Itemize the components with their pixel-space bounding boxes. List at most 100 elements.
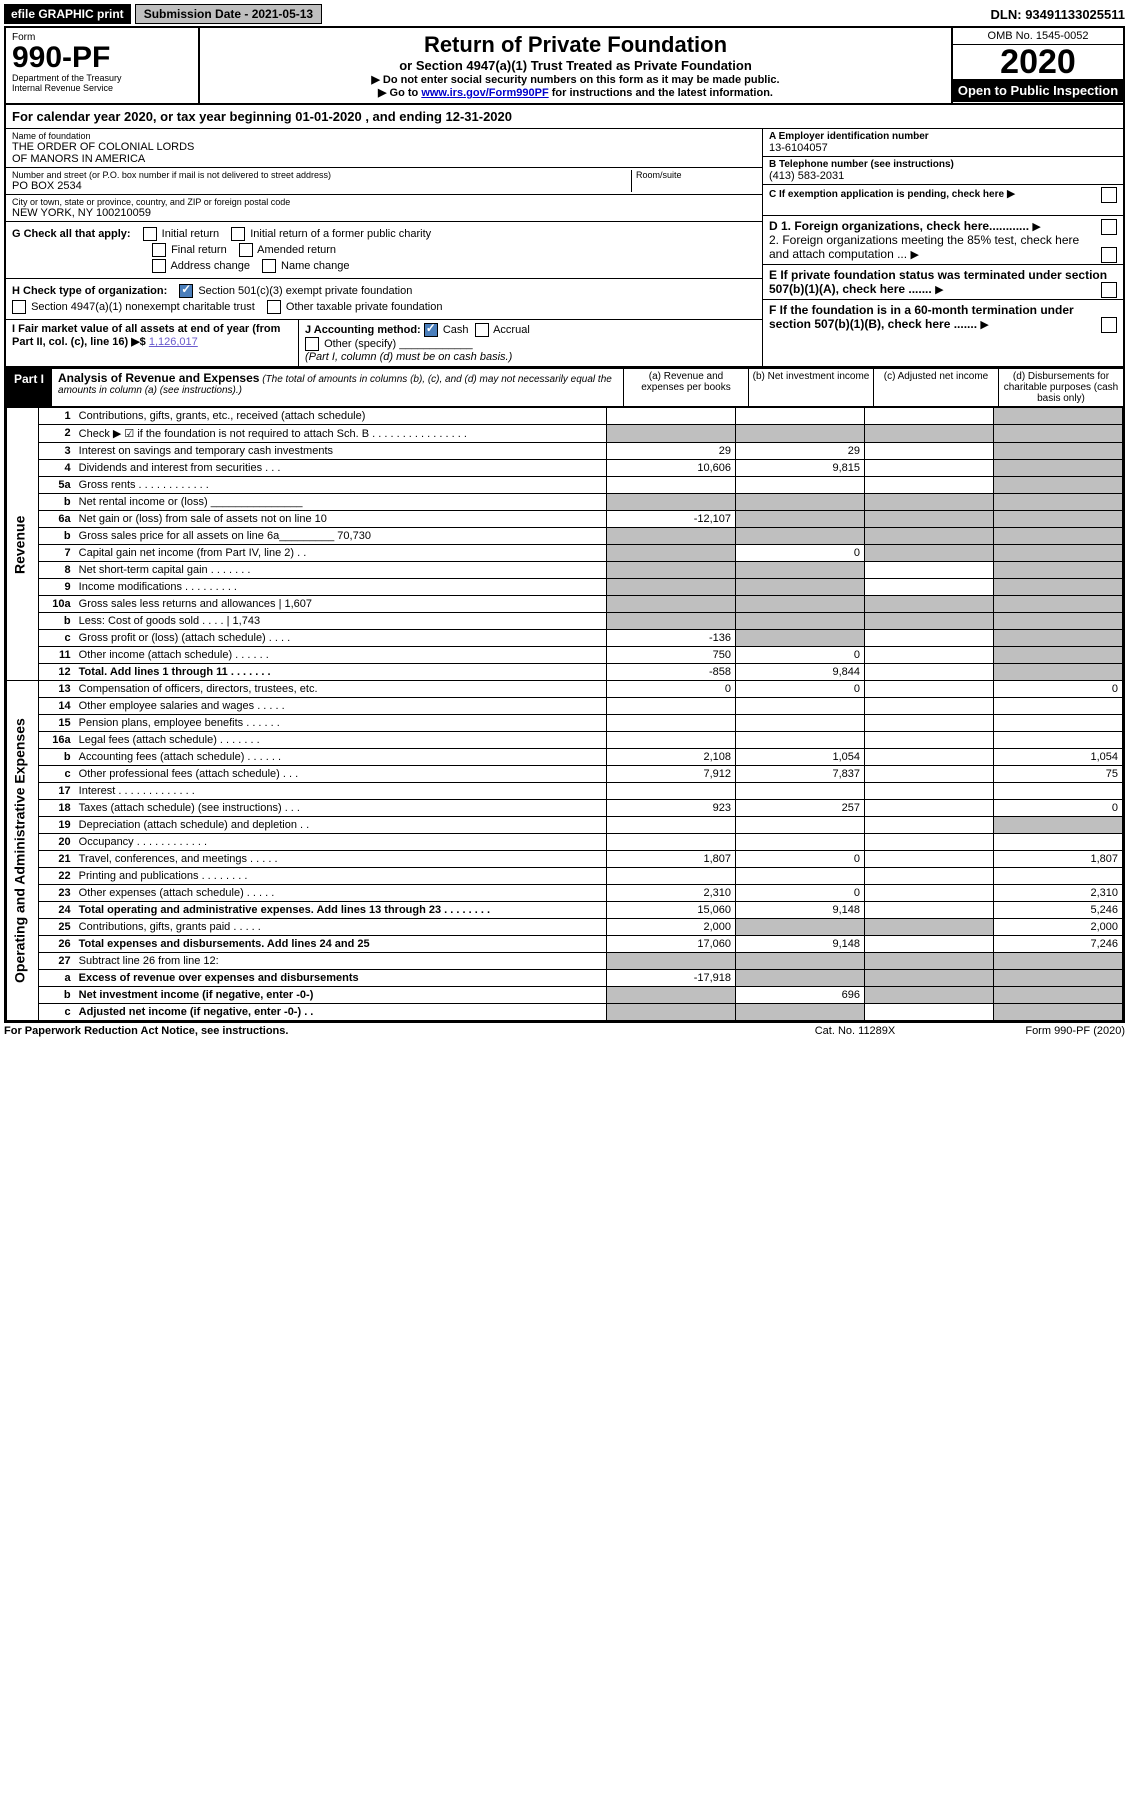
table-cell [865, 834, 994, 851]
ein-label: A Employer identification number [769, 131, 1117, 142]
cash-checkbox[interactable] [424, 323, 438, 337]
table-cell [994, 545, 1123, 562]
table-cell [607, 579, 736, 596]
line-description: Gross sales less returns and allowances … [75, 596, 607, 613]
line-description: Excess of revenue over expenses and disb… [75, 970, 607, 987]
line-description: Contributions, gifts, grants, etc., rece… [75, 408, 607, 425]
table-cell [607, 868, 736, 885]
table-cell [994, 783, 1123, 800]
line-description: Taxes (attach schedule) (see instruction… [75, 800, 607, 817]
fmv-value: 1,126,017 [149, 336, 198, 348]
line-number: b [38, 494, 75, 511]
phone-value: (413) 583-2031 [769, 170, 1117, 182]
form-year-block: OMB No. 1545-0052 2020 Open to Public In… [951, 28, 1123, 103]
table-cell: 9,148 [736, 936, 865, 953]
501c3-checkbox[interactable] [179, 284, 193, 298]
dept-label-1: Department of the Treasury [12, 73, 192, 83]
address-label: Number and street (or P.O. box number if… [12, 170, 631, 180]
open-public-label: Open to Public Inspection [953, 79, 1123, 102]
foundation-name-label: Name of foundation [12, 131, 756, 141]
line-description: Subtract line 26 from line 12: [75, 953, 607, 970]
line-number: 5a [38, 477, 75, 494]
table-cell [865, 953, 994, 970]
footer-paperwork: For Paperwork Reduction Act Notice, see … [4, 1025, 765, 1037]
efile-graphic-btn[interactable]: efile GRAPHIC print [4, 4, 131, 24]
initial-former-checkbox[interactable] [231, 227, 245, 241]
table-cell [865, 613, 994, 630]
table-cell: 7,246 [994, 936, 1123, 953]
line-description: Less: Cost of goods sold . . . . | 1,743 [75, 613, 607, 630]
table-cell [994, 630, 1123, 647]
table-cell [865, 749, 994, 766]
table-cell: 2,108 [607, 749, 736, 766]
d2-checkbox[interactable] [1101, 247, 1117, 263]
line-number: 25 [38, 919, 75, 936]
table-cell [994, 477, 1123, 494]
city-value: NEW YORK, NY 100210059 [12, 207, 756, 219]
line-number: 18 [38, 800, 75, 817]
table-cell: 1,807 [994, 851, 1123, 868]
table-cell [994, 732, 1123, 749]
c-checkbox[interactable] [1101, 187, 1117, 203]
table-cell [994, 443, 1123, 460]
table-cell [607, 425, 736, 443]
table-cell [736, 494, 865, 511]
line-description: Check ▶ ☑ if the foundation is not requi… [75, 425, 607, 443]
line-description: Contributions, gifts, grants paid . . . … [75, 919, 607, 936]
other-taxable-checkbox[interactable] [267, 300, 281, 314]
line-description: Other income (attach schedule) . . . . .… [75, 647, 607, 664]
table-cell [607, 783, 736, 800]
table-cell [994, 817, 1123, 834]
table-cell [865, 902, 994, 919]
table-cell [736, 630, 865, 647]
c-label: C If exemption application is pending, c… [769, 189, 1004, 200]
line-description: Other employee salaries and wages . . . … [75, 698, 607, 715]
f-checkbox[interactable] [1101, 317, 1117, 333]
footer-form: Form 990-PF (2020) [945, 1025, 1125, 1037]
irs-link[interactable]: www.irs.gov/Form990PF [421, 87, 548, 99]
form-id-block: Form 990-PF Department of the Treasury I… [6, 28, 200, 103]
table-cell [736, 511, 865, 528]
table-cell [607, 477, 736, 494]
table-cell: 923 [607, 800, 736, 817]
other-method-checkbox[interactable] [305, 337, 319, 351]
line-description: Total operating and administrative expen… [75, 902, 607, 919]
accrual-checkbox[interactable] [475, 323, 489, 337]
line-description: Legal fees (attach schedule) . . . . . .… [75, 732, 607, 749]
line-number: 10a [38, 596, 75, 613]
phone-label: B Telephone number (see instructions) [769, 159, 1117, 170]
line-number: b [38, 528, 75, 545]
table-cell [607, 698, 736, 715]
table-cell [865, 460, 994, 477]
line-number: 16a [38, 732, 75, 749]
form-note-1: ▶ Do not enter social security numbers o… [206, 73, 945, 86]
col-a-header: (a) Revenue and expenses per books [623, 369, 748, 406]
form-subtitle: or Section 4947(a)(1) Trust Treated as P… [206, 58, 945, 73]
table-cell [865, 987, 994, 1004]
table-cell [865, 766, 994, 783]
address-change-checkbox[interactable] [152, 259, 166, 273]
line-number: 17 [38, 783, 75, 800]
submission-date-btn[interactable]: Submission Date - 2021-05-13 [135, 4, 322, 24]
table-cell: 75 [994, 766, 1123, 783]
amended-return-checkbox[interactable] [239, 243, 253, 257]
table-cell [865, 851, 994, 868]
initial-return-checkbox[interactable] [143, 227, 157, 241]
4947a1-checkbox[interactable] [12, 300, 26, 314]
final-return-checkbox[interactable] [152, 243, 166, 257]
line-description: Total. Add lines 1 through 11 . . . . . … [75, 664, 607, 681]
table-cell [865, 681, 994, 698]
d1-checkbox[interactable] [1101, 219, 1117, 235]
col-b-header: (b) Net investment income [748, 369, 873, 406]
dept-label-2: Internal Revenue Service [12, 83, 192, 93]
e-checkbox[interactable] [1101, 282, 1117, 298]
table-cell: 1,054 [994, 749, 1123, 766]
table-cell [607, 562, 736, 579]
table-cell [736, 817, 865, 834]
name-change-checkbox[interactable] [262, 259, 276, 273]
line-number: b [38, 613, 75, 630]
line-number: 15 [38, 715, 75, 732]
col-c-header: (c) Adjusted net income [873, 369, 998, 406]
table-cell: -12,107 [607, 511, 736, 528]
table-cell [607, 596, 736, 613]
